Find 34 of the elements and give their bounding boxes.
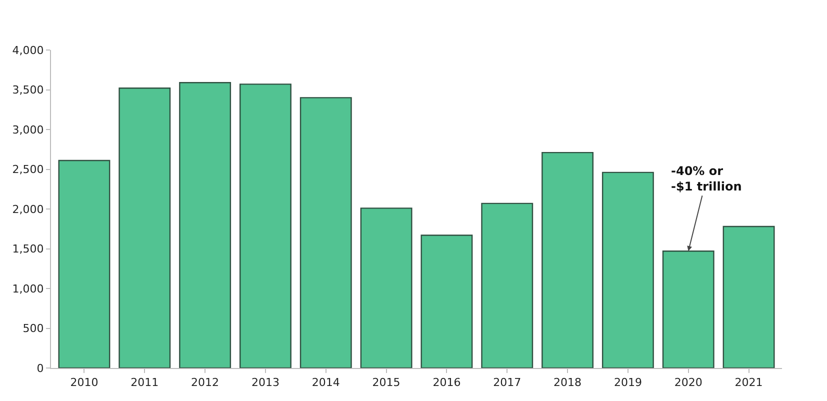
bar	[118, 88, 171, 368]
bar	[542, 152, 594, 368]
x-tick-label: 2018	[554, 376, 582, 390]
bar	[360, 208, 412, 368]
x-tick-label: 2016	[432, 376, 461, 390]
x-tick-label: 2010	[70, 376, 98, 390]
y-tick-label: 500	[22, 322, 44, 336]
x-tick-label: 2015	[372, 376, 400, 390]
x-tick-label: 2017	[493, 376, 522, 390]
bar	[602, 172, 654, 368]
bar	[300, 97, 352, 368]
bar	[420, 234, 473, 368]
bar	[58, 160, 110, 368]
y-tick-label: 1,000	[12, 282, 44, 296]
bar	[179, 82, 232, 368]
x-tick-label: 2020	[674, 376, 702, 390]
y-tick-label: 3,000	[12, 123, 44, 136]
y-tick-label: 1,500	[12, 242, 44, 256]
bar	[239, 84, 292, 368]
y-tick-label: 4,000	[12, 44, 44, 57]
annotation: -40% or -$1 trillion	[671, 164, 742, 194]
bar	[481, 202, 534, 368]
y-tick-label: 2,000	[12, 202, 44, 216]
bar	[722, 226, 775, 368]
y-tick-label: 3,500	[12, 84, 44, 97]
x-tick-label: 2013	[251, 376, 280, 390]
y-tick-label: 0	[36, 362, 44, 375]
x-tick-label: 2014	[312, 376, 340, 390]
x-tick-label: 2019	[614, 376, 642, 390]
bar	[662, 250, 714, 368]
y-tick-label: 2,500	[12, 163, 44, 176]
x-tick-label: 2012	[191, 376, 220, 390]
x-tick-label: 2021	[734, 376, 763, 390]
x-tick-label: 2011	[130, 376, 159, 390]
